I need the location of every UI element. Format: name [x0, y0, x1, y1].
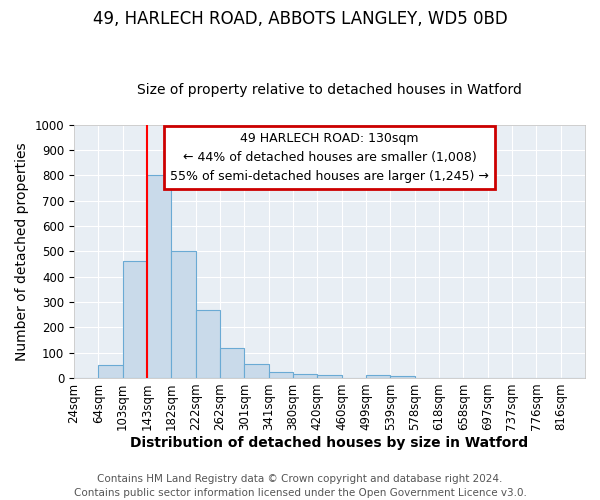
Bar	[390, 376, 415, 378]
Bar	[366, 376, 390, 378]
Text: Contains HM Land Registry data © Crown copyright and database right 2024.
Contai: Contains HM Land Registry data © Crown c…	[74, 474, 526, 498]
Bar	[293, 374, 317, 378]
Y-axis label: Number of detached properties: Number of detached properties	[15, 142, 29, 360]
Bar	[317, 375, 341, 378]
Title: Size of property relative to detached houses in Watford: Size of property relative to detached ho…	[137, 83, 522, 97]
Text: 49, HARLECH ROAD, ABBOTS LANGLEY, WD5 0BD: 49, HARLECH ROAD, ABBOTS LANGLEY, WD5 0B…	[92, 10, 508, 28]
Bar	[122, 262, 147, 378]
X-axis label: Distribution of detached houses by size in Watford: Distribution of detached houses by size …	[130, 436, 529, 450]
Bar	[220, 348, 244, 378]
Bar	[147, 175, 171, 378]
Bar	[171, 252, 196, 378]
Bar	[98, 366, 122, 378]
Bar	[269, 372, 293, 378]
Bar	[196, 310, 220, 378]
Bar	[244, 364, 269, 378]
Text: 49 HARLECH ROAD: 130sqm
← 44% of detached houses are smaller (1,008)
55% of semi: 49 HARLECH ROAD: 130sqm ← 44% of detache…	[170, 132, 489, 183]
